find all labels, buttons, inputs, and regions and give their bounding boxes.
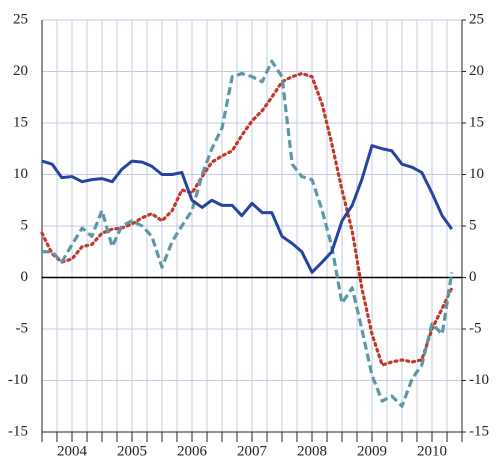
series-line <box>40 71 454 367</box>
x-tick-label: 2007 <box>237 443 268 459</box>
y2-tick-label: 5 <box>469 217 477 233</box>
y-tick-label: 20 <box>13 63 28 79</box>
y-tick-label: 0 <box>21 269 29 285</box>
y2-tick-label: -5 <box>469 320 482 336</box>
x-tick-label: 2005 <box>117 443 147 459</box>
y-tick-label: 25 <box>13 11 28 27</box>
y-tick-label: -15 <box>8 423 28 439</box>
series-line <box>42 59 454 408</box>
x-tick-label: 2004 <box>57 443 88 459</box>
y2-tick-label: 10 <box>469 166 484 182</box>
x-tick-label: 2008 <box>297 443 327 459</box>
y-tick-label: -5 <box>16 320 29 336</box>
y-tick-label: 5 <box>21 217 29 233</box>
y-tick-label: 15 <box>13 114 28 130</box>
y2-tick-label: 15 <box>469 114 484 130</box>
y2-tick-label: -15 <box>469 423 489 439</box>
x-tick-label: 2006 <box>177 443 208 459</box>
y2-tick-label: 20 <box>469 63 484 79</box>
x-tick-label: 2010 <box>417 443 447 459</box>
y2-tick-label: 25 <box>469 11 484 27</box>
series-line <box>41 144 454 274</box>
y-tick-label: 10 <box>13 166 28 182</box>
y2-tick-label: -10 <box>469 372 489 388</box>
x-tick-label: 2009 <box>357 443 387 459</box>
y2-tick-label: 0 <box>469 269 477 285</box>
y-tick-label: -10 <box>8 372 28 388</box>
